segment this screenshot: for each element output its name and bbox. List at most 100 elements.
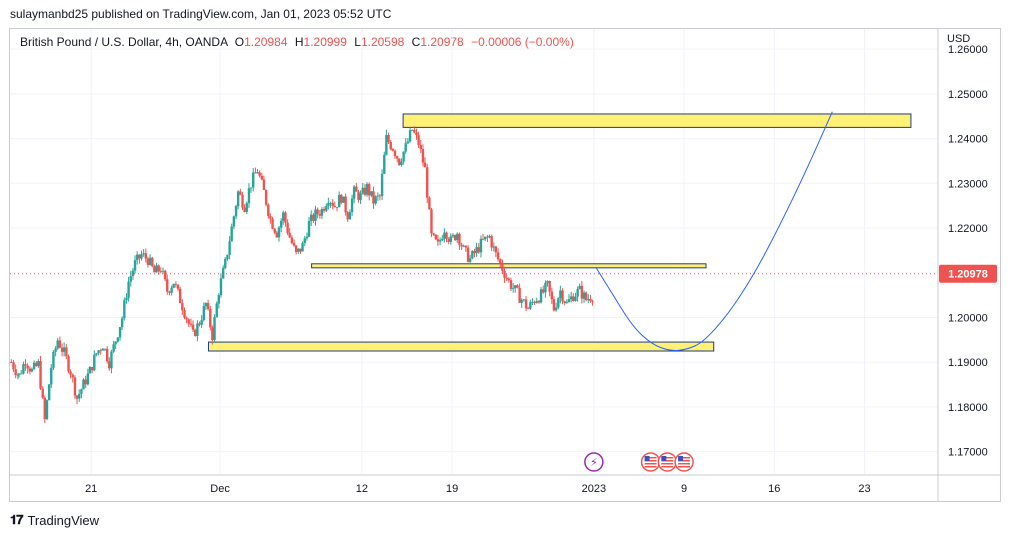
- tradingview-footer[interactable]: 𝟏𝟕 TradingView: [10, 512, 99, 528]
- candle-up: [277, 227, 281, 238]
- change-value: −0.00006 (−0.00%): [471, 35, 574, 49]
- candle-down: [176, 284, 180, 289]
- candle-down: [572, 296, 575, 302]
- x-tick-label: 2023: [582, 483, 606, 495]
- candle-down: [496, 252, 500, 260]
- candle-down: [138, 254, 141, 259]
- candle-up: [37, 361, 40, 366]
- candle-down: [211, 327, 214, 341]
- tradingview-logo-icon: 𝟏𝟕: [10, 512, 24, 527]
- candle-down: [368, 184, 371, 196]
- y-tick-label: 1.26000: [948, 44, 988, 56]
- candle-down: [589, 298, 592, 302]
- candle-up: [352, 186, 356, 199]
- candle-down: [363, 187, 367, 195]
- candle-up: [359, 193, 362, 200]
- candle-down: [432, 233, 435, 235]
- candle-down: [460, 244, 463, 247]
- candle-up: [383, 154, 386, 174]
- candle-up: [127, 281, 130, 298]
- candle-up: [456, 233, 459, 241]
- y-tick-label: 1.17000: [948, 447, 988, 459]
- candle-up: [337, 194, 341, 208]
- candle-down: [292, 243, 296, 246]
- candle-up: [385, 134, 388, 155]
- y-tick-label: 1.20000: [948, 312, 988, 324]
- candle-down: [153, 266, 156, 273]
- candle-up: [215, 303, 218, 318]
- candle-up: [256, 172, 259, 174]
- high-label: H: [294, 35, 304, 49]
- open-value: 1.20984: [244, 35, 288, 49]
- symbol-legend: British Pound / U.S. Dollar, 4h, OANDA O…: [20, 35, 574, 49]
- candle-up: [314, 209, 317, 221]
- candle-down: [387, 134, 390, 142]
- candle-down: [428, 197, 431, 210]
- candle-up: [17, 373, 21, 375]
- candle-up: [32, 362, 36, 369]
- last-price-label: 1.20978: [948, 269, 988, 281]
- candle-down: [505, 277, 508, 279]
- candle-down: [271, 218, 274, 229]
- candle-down: [477, 247, 480, 253]
- support-zone: [207, 341, 715, 352]
- candle-down: [355, 186, 358, 192]
- candle-up: [578, 285, 581, 290]
- candle-up: [155, 265, 158, 273]
- high-value: 1.20999: [303, 35, 347, 49]
- candle-up: [86, 373, 90, 385]
- lightning-event-icon[interactable]: ⚡: [584, 452, 604, 472]
- candle-up: [301, 243, 304, 252]
- candle-up: [471, 251, 474, 259]
- candle-down: [563, 301, 566, 303]
- candle-up: [22, 364, 25, 374]
- candle-up: [329, 202, 332, 204]
- candle-down: [389, 141, 392, 150]
- candle-down: [436, 239, 440, 242]
- open-label: O: [234, 35, 245, 49]
- candle-up: [129, 276, 132, 282]
- candle-down: [591, 301, 594, 302]
- candle-up: [449, 236, 452, 242]
- candle-up: [307, 221, 311, 237]
- us-flag-event-icon-1[interactable]: [640, 452, 661, 472]
- candle-down: [39, 361, 42, 389]
- candle-down: [398, 158, 401, 165]
- candle-down: [499, 259, 502, 264]
- candle-up: [101, 348, 104, 351]
- candle-up: [148, 257, 152, 265]
- candle-up: [133, 260, 137, 271]
- candle-up: [232, 216, 236, 227]
- y-tick-label: 1.24000: [948, 134, 988, 146]
- candle-up: [451, 235, 455, 237]
- candle-down: [494, 246, 498, 253]
- candle-down: [151, 257, 154, 267]
- candle-down: [391, 149, 394, 151]
- candle-up: [535, 301, 538, 303]
- candle-up: [234, 206, 238, 217]
- candle-up: [217, 295, 220, 304]
- candle-up: [120, 318, 124, 328]
- candle-down: [458, 233, 461, 245]
- candle-up: [350, 198, 354, 213]
- candle-down: [548, 280, 551, 292]
- candle-down: [524, 299, 528, 309]
- candle-down: [395, 156, 399, 159]
- candle-down: [312, 214, 315, 221]
- candle-up: [582, 292, 586, 299]
- symbol-title[interactable]: British Pound / U.S. Dollar, 4h, OANDA: [20, 35, 228, 49]
- us-flag-event-icon-3[interactable]: [674, 452, 694, 472]
- last-price-tag: [939, 264, 997, 283]
- candle-up: [221, 267, 225, 279]
- candle-down: [243, 207, 246, 212]
- us-flag-event-icon-2[interactable]: [657, 452, 678, 472]
- candle-down: [419, 144, 422, 150]
- candle-down: [69, 371, 72, 375]
- candle-down: [166, 279, 169, 292]
- candle-down: [286, 222, 289, 233]
- candle-down: [481, 238, 485, 240]
- candle-down: [65, 347, 68, 357]
- candle-down: [26, 365, 29, 369]
- footer-brand: TradingView: [27, 512, 100, 528]
